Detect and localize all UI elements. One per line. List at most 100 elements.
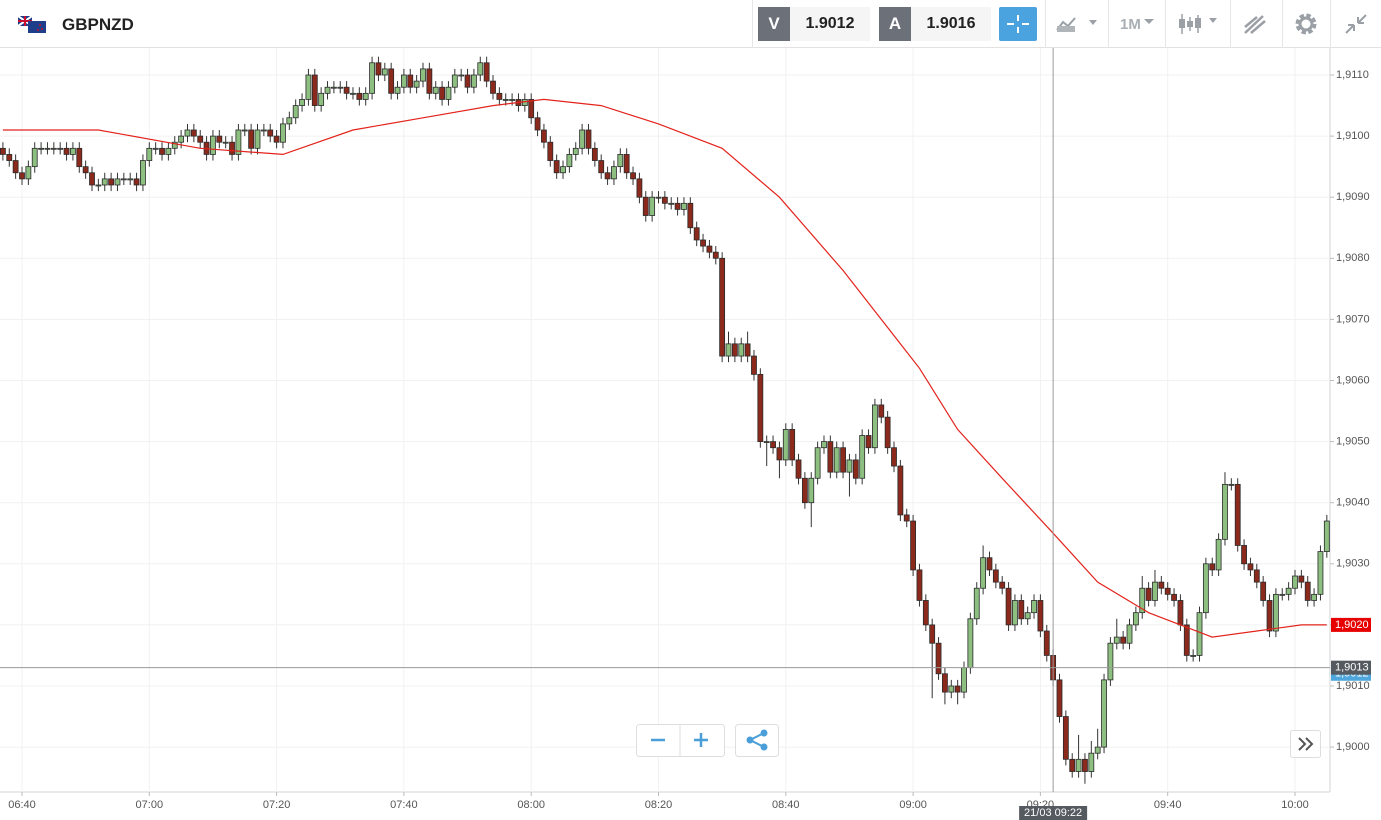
y-tick-label: 1,9040 [1336,497,1370,509]
y-tick-label: 1,9060 [1336,374,1370,386]
y-tick-label: 1,9070 [1336,313,1370,325]
collapse-button[interactable] [1343,12,1369,36]
candle-body [241,129,248,132]
separator [1230,0,1231,48]
candle-type-button[interactable] [1178,12,1223,36]
draw-button[interactable] [1243,13,1269,35]
candle-body [566,154,573,168]
candle-body [1094,746,1101,754]
candle-body [140,160,146,186]
candle-body [553,160,560,174]
candle-body [146,147,153,161]
candle-body [420,68,426,82]
candle-body [1062,716,1069,760]
candle-body [617,154,624,168]
candle-body [76,147,83,168]
candle-body [910,520,916,571]
candle-body [57,147,64,150]
candle-body [1298,575,1305,583]
candle-body [687,202,694,229]
candle-body [299,99,305,106]
candle-body [852,459,859,479]
candle-body [496,92,503,100]
candle-body [891,447,897,467]
candle-body [1145,587,1152,601]
candle-body [547,141,554,161]
candle-body [884,416,891,449]
candle-body [216,135,223,143]
candle-body [630,172,636,180]
candle-body [929,624,936,644]
candle-body [1272,593,1279,632]
zoom-controls [636,724,779,757]
symbol: GBPNZD [62,15,134,34]
candle-body [591,147,598,161]
x-tick-label: 08:40 [772,799,800,811]
y-tick-label: 1,9000 [1336,741,1370,753]
candle-body [903,514,910,522]
zoom-in[interactable] [694,733,708,747]
candle-body [464,74,471,88]
candle-body [38,147,44,150]
candle-body [655,196,662,199]
share-button[interactable] [735,724,779,757]
price-label-box [1331,660,1371,675]
candle-body [1120,636,1127,644]
candle-body [1101,679,1107,748]
candle-body [502,99,509,101]
candle-body [1012,600,1018,626]
candle-body [840,447,846,473]
candle-body [1317,551,1324,595]
candle-body [623,154,630,174]
candle-body [1082,758,1088,772]
candle-body [1132,612,1139,626]
candle-body [426,68,433,94]
candle-body [846,459,853,473]
candle-body [432,86,439,94]
candle-body [935,642,942,675]
candle-body [184,129,191,137]
candle-body [1241,545,1247,565]
candle-body [942,673,948,693]
ask-label[interactable]: A [879,7,911,41]
candle-body [1075,758,1082,772]
candle-body [31,147,38,168]
candle-body [190,129,197,137]
candle-body [973,587,980,620]
candle-body [235,129,242,155]
settings-button[interactable] [1294,12,1318,36]
separator [1330,0,1331,48]
crosshair-time-box [1019,806,1088,820]
candle-body [1037,600,1044,632]
candle-body [439,86,445,100]
candle-body [318,92,325,106]
candle-body [509,99,516,101]
candle-body [865,435,872,449]
candle-body [1164,587,1171,595]
candle-body [681,202,687,210]
candle-body [1171,593,1177,601]
candle-body [751,355,757,375]
scroll-right-button[interactable] [1290,730,1322,758]
candle-body [95,184,102,187]
candle-body [560,166,566,174]
bid-label[interactable]: V [758,7,790,41]
candle-body [1285,587,1292,595]
y-tick-label: 1,9050 [1336,436,1370,448]
candle-body [585,129,592,149]
candle-body [763,441,770,443]
candle-body [1228,483,1235,486]
crosshair-button[interactable] [999,7,1037,41]
chart-type-button[interactable] [1055,14,1100,34]
timeframe[interactable]: 1M [1120,16,1141,33]
candle-body [1323,520,1330,552]
ask-price[interactable]: 1.9016 [911,7,991,41]
candle-body [789,428,796,461]
candle-body [280,123,286,143]
separator [1108,0,1109,48]
toolbar: GBPNZD V 1.9012 A 1.9016 1M [0,0,1381,48]
candle-body [0,147,6,155]
candle-body [458,74,465,77]
bid-price[interactable]: 1.9012 [790,7,870,41]
candle-body [1107,642,1114,681]
